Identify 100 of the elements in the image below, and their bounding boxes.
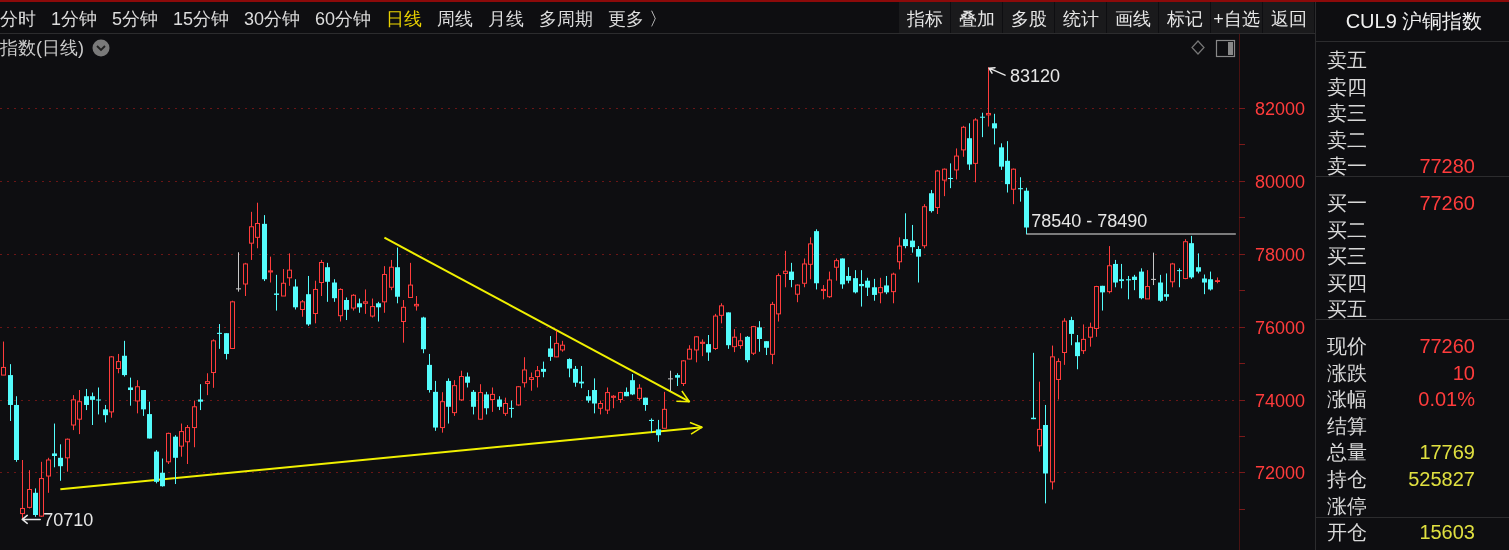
- candlestick: [897, 236, 902, 270]
- candlestick: [1069, 316, 1074, 346]
- candlestick: [224, 332, 229, 360]
- candlestick: [287, 252, 292, 287]
- category-label: 更多 〉: [608, 9, 668, 29]
- series-label: 78540 - 78490: [1031, 211, 1148, 232]
- candlestick: [891, 272, 896, 304]
- candlestick: [401, 299, 406, 344]
- candlestick: [903, 212, 908, 249]
- candlestick: [281, 268, 286, 297]
- candlestick: [135, 379, 140, 414]
- candlestick: [274, 274, 279, 312]
- category-label: 现价: [1327, 335, 1367, 357]
- candlestick: [529, 372, 534, 392]
- candlestick: [20, 459, 25, 520]
- candlestick: [1, 341, 6, 376]
- candlestick: [910, 224, 915, 254]
- candlestick: [516, 385, 521, 407]
- button: 标记: [1159, 2, 1210, 33]
- category-label: 1分钟: [51, 9, 98, 29]
- y-tick-label: 72000: [1255, 463, 1306, 483]
- candlestick: [319, 259, 324, 297]
- candlestick: [567, 357, 572, 378]
- candlestick: [325, 262, 330, 303]
- candlestick: [128, 377, 133, 407]
- candlestick: [141, 389, 146, 417]
- category-label: 结算: [1327, 414, 1367, 437]
- candlestick: [122, 340, 127, 378]
- text: 70710: [43, 510, 94, 531]
- candlestick: [509, 400, 514, 419]
- y-tick-label: 82000: [1255, 99, 1306, 119]
- candlestick: [484, 391, 489, 415]
- text: CUL9 沪铜指数: [1345, 10, 1483, 32]
- text: 17769: [1419, 441, 1475, 464]
- category-label: 买四: [1327, 271, 1367, 294]
- button: 叠加: [951, 2, 1002, 33]
- text: 83120: [1010, 66, 1061, 87]
- candlestick: [681, 359, 686, 387]
- button: 画线: [1107, 2, 1158, 33]
- category-label: 卖三: [1327, 102, 1367, 125]
- candlestick: [961, 125, 966, 158]
- category-label: 卖四: [1327, 75, 1367, 98]
- candlestick: [52, 423, 57, 468]
- candlestick: [363, 288, 368, 315]
- category-label: 买五: [1327, 298, 1367, 321]
- category-label: 分时: [0, 9, 36, 29]
- candlestick: [916, 245, 921, 284]
- candlestick: [789, 262, 794, 288]
- candlestick: [948, 162, 953, 189]
- y-tick-label: 80000: [1255, 172, 1306, 192]
- category-label: 持仓: [1327, 468, 1367, 490]
- button: 统计: [1055, 2, 1106, 33]
- candlestick: [1170, 262, 1175, 288]
- candlestick: [992, 113, 997, 145]
- button: +自选: [1211, 2, 1262, 33]
- candlestick: [268, 256, 273, 284]
- candlestick: [459, 370, 464, 402]
- candlestick: [986, 66, 991, 128]
- candlestick: [878, 277, 883, 304]
- category-label: 月线: [488, 9, 525, 29]
- candlestick: [1100, 285, 1105, 312]
- candlestick: [942, 167, 947, 197]
- category-label: 买一: [1327, 192, 1367, 214]
- candlestick: [471, 389, 476, 415]
- candlestick: [872, 278, 877, 302]
- category-label: 涨幅: [1327, 388, 1367, 411]
- candlestick: [192, 400, 197, 448]
- y-tick-label: 74000: [1255, 391, 1306, 411]
- candlestick: [1177, 267, 1182, 288]
- category-label: 涨跌: [1327, 361, 1367, 384]
- category-label: 60分钟: [315, 9, 372, 29]
- candlestick: [656, 419, 661, 443]
- candlestick: [1145, 269, 1150, 300]
- category-label: 周线: [437, 9, 474, 29]
- candlestick: [980, 112, 985, 138]
- candlestick: [116, 353, 121, 374]
- button: 指标: [899, 2, 950, 33]
- y-tick-label: 76000: [1255, 318, 1306, 338]
- candlestick: [1011, 167, 1016, 205]
- candlestick: [198, 383, 203, 411]
- candlestick: [33, 487, 38, 518]
- category-label: 买二: [1327, 218, 1367, 241]
- candlestick: [1075, 334, 1080, 370]
- candlestick: [217, 323, 222, 350]
- text: 15603: [1419, 521, 1475, 544]
- candlestick: [662, 391, 667, 429]
- candlestick: [236, 251, 241, 293]
- candlestick: [173, 434, 178, 485]
- candlestick: [668, 370, 673, 392]
- candlestick: [522, 356, 527, 388]
- candlestick: [65, 437, 70, 473]
- candlestick: [1196, 252, 1201, 274]
- category-label: 多周期: [539, 9, 594, 29]
- category-label: 涨停: [1327, 494, 1367, 517]
- text: 525827: [1408, 468, 1475, 490]
- category-label: 卖一: [1327, 155, 1367, 178]
- category-label: 开仓: [1327, 521, 1367, 544]
- candlestick: [96, 386, 101, 415]
- candlestick: [834, 257, 839, 282]
- candlestick: [884, 275, 889, 295]
